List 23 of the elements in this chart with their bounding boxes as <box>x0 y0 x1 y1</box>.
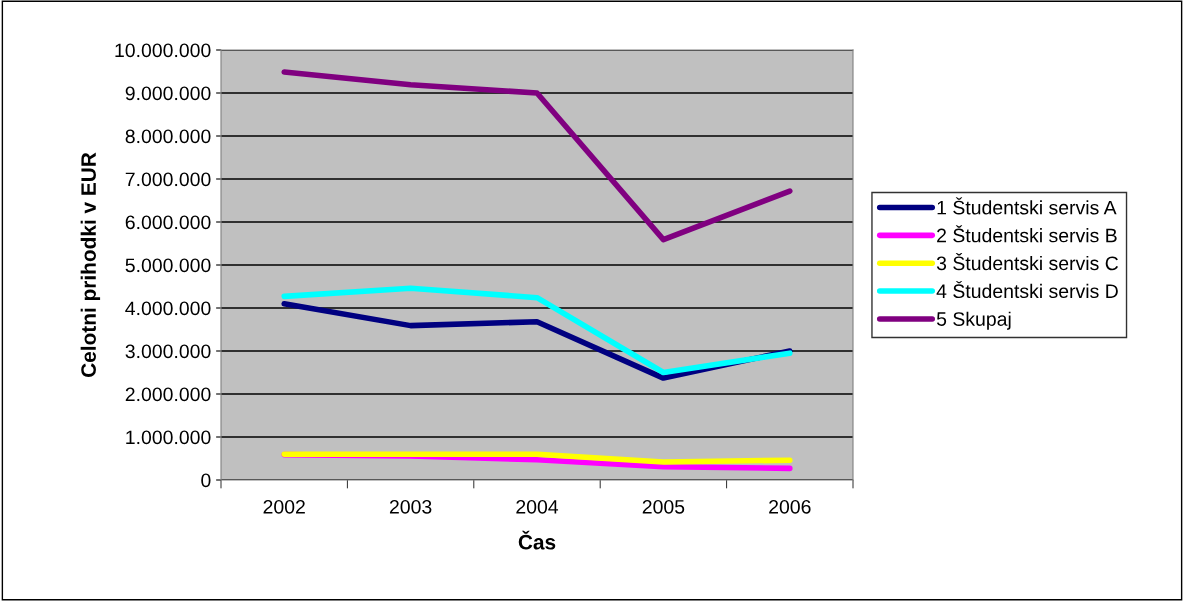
x-axis-title: Čas <box>518 530 556 550</box>
y-axis-title: Celotni prihodki v EUR <box>80 152 101 377</box>
y-tick-label: 3.000.000 <box>125 344 211 359</box>
legend-label: 3 Študentski servis C <box>936 253 1119 271</box>
legend-label: 1 Študentski servis A <box>937 197 1117 215</box>
y-tick-label: 8.000.000 <box>125 129 211 144</box>
y-tick-label: 0 <box>201 473 211 488</box>
legend-label: 4 Študentski servis D <box>936 280 1118 299</box>
y-tick-label: 9.000.000 <box>125 86 211 101</box>
x-tick-label: 2006 <box>769 499 811 514</box>
y-tick-label: 6.000.000 <box>125 215 211 230</box>
y-tick-label: 5.000.000 <box>125 258 211 273</box>
legend-label: 5 Skupaj <box>936 311 1011 330</box>
x-tick-label: 2004 <box>516 499 559 514</box>
x-tick-label: 2002 <box>263 499 305 514</box>
y-tick-label: 1.000.000 <box>126 430 211 445</box>
x-tick-label: 2003 <box>389 499 432 514</box>
y-tick-label: 10.000.000 <box>115 43 211 58</box>
y-tick-label: 4.000.000 <box>125 301 211 316</box>
x-tick-label: 2005 <box>642 499 685 514</box>
y-tick-label: 7.000.000 <box>125 172 211 187</box>
y-tick-label: 2.000.000 <box>125 387 211 402</box>
legend-label: 2 Študentski servis B <box>937 225 1117 243</box>
